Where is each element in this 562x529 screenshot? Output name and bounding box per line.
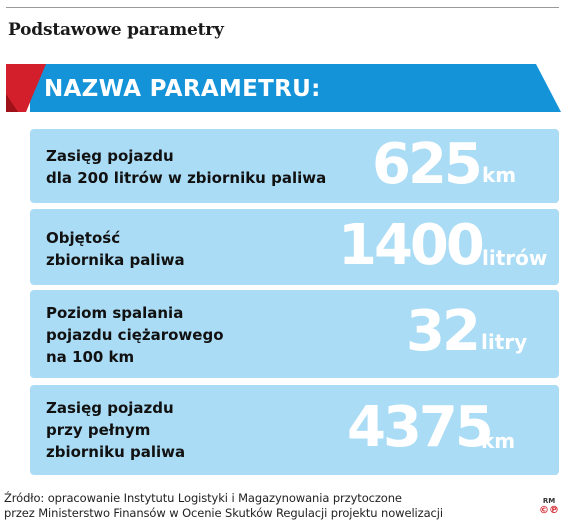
top-rule <box>6 7 559 8</box>
card-label-line: zbiorniku paliwa <box>46 443 186 461</box>
card-value: 32 <box>406 299 481 364</box>
card-unit: km <box>481 429 516 453</box>
card-label-line: dla 200 litrów w zbiorniku paliwa <box>46 169 327 187</box>
banner-red-shadow <box>6 94 18 112</box>
card-unit: litrów <box>482 246 548 270</box>
banner-label: NAZWA PARAMETRU: <box>44 76 321 102</box>
card-label: Poziom spalania pojazdu ciężarowego na 1… <box>46 302 224 368</box>
page-title: Podstawowe parametry <box>8 20 224 40</box>
parameter-card-range-full-tank: Zasięg pojazdu przy pełnym zbiorniku pal… <box>30 385 559 475</box>
source-line: Źródło: opracowanie Instytutu Logistyki … <box>4 491 402 505</box>
banner-blue-bar <box>30 64 561 112</box>
source-line: przez Ministerstwo Finansów w Ocenie Sku… <box>4 506 443 520</box>
card-label-line: Poziom spalania <box>46 304 184 322</box>
card-label-line: Zasięg pojazdu <box>46 399 174 417</box>
parameter-card-fuel-consumption: Poziom spalania pojazdu ciężarowego na 1… <box>30 290 559 378</box>
card-value: 625 <box>372 132 483 197</box>
credit-initials: RM <box>542 497 556 505</box>
card-label-line: przy pełnym <box>46 421 151 439</box>
card-unit: litry <box>481 330 528 354</box>
banner-shape <box>6 64 561 112</box>
card-value: 1400 <box>338 213 485 278</box>
card-label: Objętość zbiornika paliwa <box>46 227 185 271</box>
card-label: Zasięg pojazdu dla 200 litrów w zbiornik… <box>46 145 326 189</box>
card-label-line: na 100 km <box>46 348 135 366</box>
parameter-card-range-200l: Zasięg pojazdu dla 200 litrów w zbiornik… <box>30 129 559 203</box>
source-note: Źródło: opracowanie Instytutu Logistyki … <box>4 491 534 521</box>
parameter-card-tank-volume: Objętość zbiornika paliwa 1400 litrów <box>30 209 559 285</box>
copyright-icon: ©℗ <box>539 505 559 516</box>
card-label-line: zbiornika paliwa <box>46 251 185 269</box>
banner-red-fold <box>30 64 46 102</box>
card-label-line: Objętość <box>46 229 121 247</box>
card-label: Zasięg pojazdu przy pełnym zbiorniku pal… <box>46 397 185 463</box>
card-label-line: Zasięg pojazdu <box>46 147 174 165</box>
card-value: 4375 <box>347 395 494 460</box>
card-label-line: pojazdu ciężarowego <box>46 326 224 344</box>
parameter-banner: NAZWA PARAMETRU: <box>0 64 562 114</box>
publisher-credit: RM ©℗ <box>538 497 560 517</box>
card-unit: km <box>482 163 517 187</box>
